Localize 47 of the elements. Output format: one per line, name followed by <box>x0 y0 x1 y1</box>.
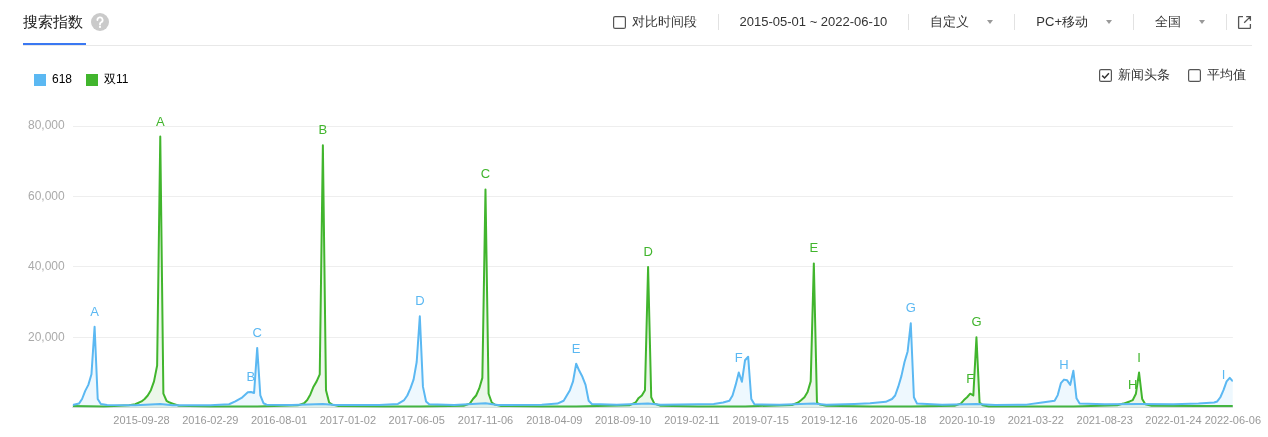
x-tick-label: 2020-05-18 <box>870 414 927 427</box>
annotation: A <box>90 303 100 319</box>
y-tick-label: 60,000 <box>28 188 66 203</box>
annotation: E <box>571 340 581 356</box>
x-tick-label: 2022-01-24 <box>1145 414 1202 427</box>
x-tick-label: 2016-08-01 <box>250 414 308 427</box>
x-tick-label: 2016-02-29 <box>182 414 239 427</box>
text: 自定义 <box>930 13 970 31</box>
x-tick-label: 2018-09-10 <box>594 414 652 427</box>
x-tick-label: 2019-02-11 <box>664 414 720 427</box>
chart-title: 搜索指数 <box>23 12 83 32</box>
annotation: C <box>480 166 491 182</box>
legend-label: 618 <box>52 72 73 87</box>
annotation: F <box>734 349 743 365</box>
annotation: D <box>643 243 653 259</box>
annotation: E <box>809 240 819 256</box>
text: 新闻头条 <box>1118 66 1170 84</box>
text: 全国 <box>1155 13 1181 31</box>
x-tick-label: 2020-10-19 <box>938 414 996 427</box>
x-tick-label: 2015-09-28 <box>113 414 170 427</box>
y-tick-label: 20,000 <box>28 329 66 344</box>
annotation: B <box>318 122 328 138</box>
x-tick-label: 2019-12-16 <box>801 414 858 427</box>
annotation: G <box>905 300 916 316</box>
y-tick-label: 40,000 <box>28 259 66 274</box>
x-tick-label: 2022-06-06 <box>1204 414 1262 427</box>
x-tick-label: 2017-06-05 <box>388 414 445 427</box>
text: PC+移动 <box>1036 13 1088 31</box>
annotation: D <box>415 293 425 309</box>
annotation: G <box>971 314 982 330</box>
annotation: C <box>252 325 262 340</box>
x-tick-label: 2021-03-22 <box>1007 414 1064 427</box>
x-tick-label: 2019-07-15 <box>732 414 789 427</box>
text: 平均值 <box>1207 66 1246 84</box>
legend-label: 双11 <box>104 72 129 87</box>
annotation: H <box>1128 377 1138 393</box>
annotation: A <box>155 113 165 129</box>
x-tick-label: 2021-08-23 <box>1076 414 1133 427</box>
annotation: H <box>1059 356 1069 372</box>
x-tick-label: 2017-11-06 <box>457 414 514 427</box>
y-tick-label: 80,000 <box>28 118 66 133</box>
text: 对比时间段 <box>631 13 697 31</box>
text: 2015-05-01 ~ 2022-06-10 <box>739 13 888 31</box>
annotation: I <box>1221 367 1226 383</box>
annotation: I <box>1137 349 1141 365</box>
x-tick-label: 2018-04-09 <box>526 414 583 427</box>
x-tick-label: 2017-01-02 <box>319 414 377 427</box>
